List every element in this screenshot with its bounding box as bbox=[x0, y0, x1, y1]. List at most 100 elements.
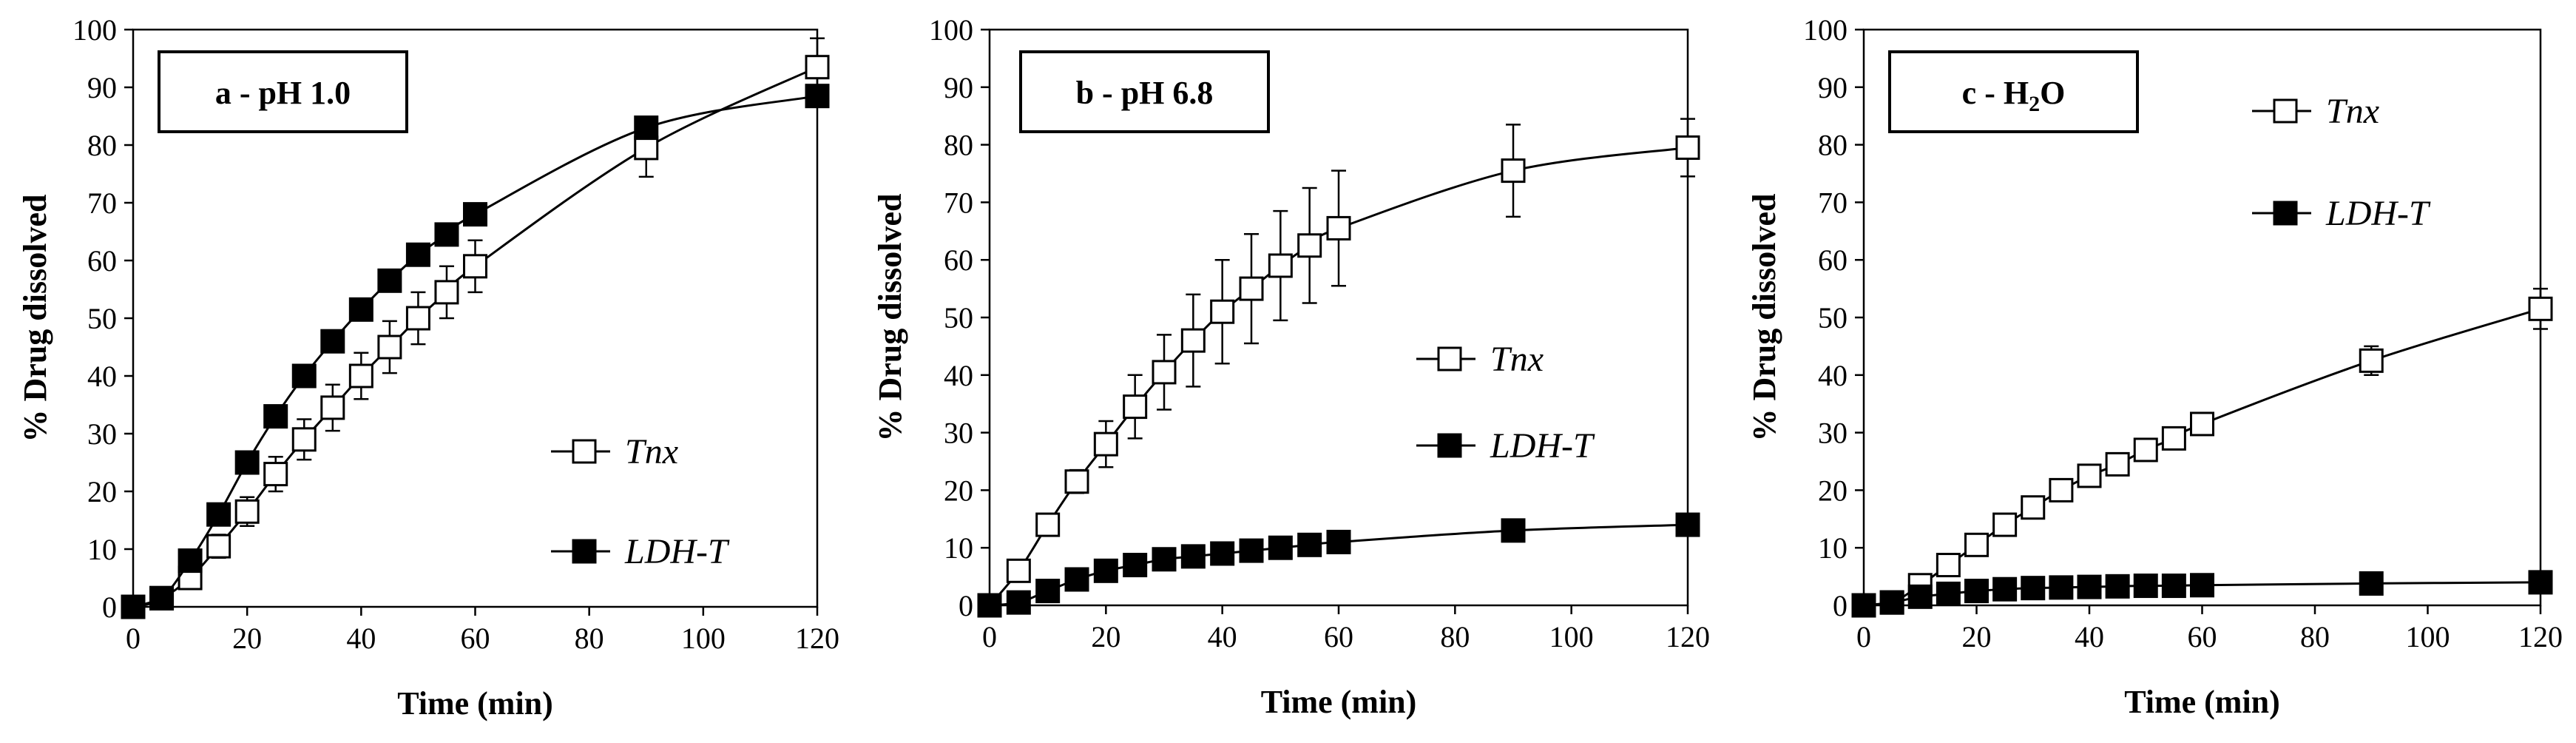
data-point bbox=[977, 593, 1002, 618]
data-point bbox=[1152, 360, 1177, 385]
data-point bbox=[2359, 348, 2384, 373]
data-point bbox=[1064, 469, 1089, 494]
data-point bbox=[1501, 518, 1526, 543]
data-point bbox=[206, 534, 231, 559]
x-tick-label: 60 bbox=[461, 622, 490, 655]
y-tick-label: 10 bbox=[944, 531, 973, 565]
series-LDH-T bbox=[121, 84, 830, 619]
y-tick-label: 20 bbox=[87, 475, 117, 508]
data-point bbox=[121, 594, 146, 619]
data-point bbox=[1964, 579, 1989, 604]
x-tick-label: 20 bbox=[1091, 620, 1120, 653]
data-point bbox=[2133, 574, 2158, 599]
panel-title: c - H2O bbox=[1962, 75, 2066, 116]
data-point bbox=[805, 55, 830, 80]
legend-label: LDH-T bbox=[2325, 194, 2431, 233]
y-tick-label: 50 bbox=[87, 302, 117, 335]
data-point bbox=[434, 280, 459, 305]
x-tick-label: 20 bbox=[1962, 620, 1992, 653]
x-tick-label: 120 bbox=[795, 622, 839, 655]
x-tick-label: 120 bbox=[1666, 620, 1710, 653]
x-tick-label: 60 bbox=[1324, 620, 1353, 653]
data-point bbox=[320, 329, 345, 354]
data-point bbox=[1210, 541, 1235, 566]
data-point bbox=[1035, 512, 1061, 537]
y-tick-label: 20 bbox=[944, 474, 973, 507]
series-line bbox=[1863, 307, 2541, 607]
legend: Tnx LDH-T bbox=[551, 432, 730, 571]
data-point bbox=[805, 84, 830, 109]
data-point bbox=[2105, 451, 2130, 477]
data-point bbox=[348, 297, 373, 322]
data-point bbox=[348, 363, 373, 389]
data-point bbox=[2161, 426, 2186, 451]
x-tick-label: 100 bbox=[2406, 620, 2450, 653]
legend-label: Tnx bbox=[625, 432, 678, 471]
y-tick-label: 80 bbox=[944, 129, 973, 162]
y-tick-label: 100 bbox=[929, 13, 973, 47]
x-tick-label: 80 bbox=[2300, 620, 2330, 653]
x-tick-label: 80 bbox=[1440, 620, 1470, 653]
y-tick-label: 0 bbox=[102, 591, 117, 624]
data-point bbox=[1501, 158, 1526, 184]
data-point bbox=[1180, 328, 1206, 353]
y-tick-label: 40 bbox=[944, 359, 973, 392]
data-point bbox=[463, 202, 487, 227]
series-LDH-T bbox=[977, 512, 1700, 618]
data-point bbox=[1093, 431, 1118, 457]
panel-title-box bbox=[1888, 50, 2139, 133]
y-tick-label: 30 bbox=[87, 417, 117, 451]
chart-panel-b: b - pH 6.8 Tnx LDH-T bbox=[977, 28, 1700, 618]
data-point bbox=[2359, 571, 2384, 596]
data-point bbox=[178, 548, 203, 574]
data-point bbox=[1268, 535, 1293, 560]
y-tick-label: 30 bbox=[1818, 417, 1848, 450]
x-axis-title: Time (min) bbox=[1261, 684, 1417, 720]
y-tick-label: 80 bbox=[87, 129, 117, 162]
series-line bbox=[132, 66, 818, 608]
chart-panel-a: a - pH 1.0 Tnx LDH-T bbox=[121, 28, 830, 619]
y-tick-label: 60 bbox=[87, 244, 117, 278]
data-point bbox=[463, 254, 487, 279]
y-tick-label: 0 bbox=[1833, 589, 1848, 622]
data-point bbox=[2190, 573, 2214, 598]
data-point bbox=[1239, 276, 1264, 301]
legend: Tnx LDH-T bbox=[2252, 92, 2431, 233]
series-Tnx bbox=[1851, 287, 2553, 618]
data-point bbox=[1268, 253, 1293, 278]
data-point bbox=[234, 499, 260, 524]
x-tick-label: 80 bbox=[575, 622, 604, 655]
x-tick-label: 60 bbox=[2188, 620, 2217, 653]
y-axis-title: % Drug dissolved bbox=[1746, 194, 1782, 442]
y-tick-label: 90 bbox=[1818, 71, 1848, 104]
y-tick-label: 30 bbox=[944, 417, 973, 450]
data-point bbox=[1123, 394, 1148, 420]
data-point bbox=[1936, 553, 1961, 578]
data-point bbox=[377, 268, 402, 293]
y-axis-title: % Drug dissolved bbox=[17, 195, 53, 443]
data-point bbox=[2021, 495, 2046, 520]
data-point bbox=[263, 404, 288, 429]
y-tick-label: 40 bbox=[1818, 359, 1848, 392]
data-point bbox=[320, 395, 345, 420]
x-tick-label: 40 bbox=[346, 622, 376, 655]
data-point bbox=[1152, 547, 1177, 572]
x-tick-label: 40 bbox=[1208, 620, 1237, 653]
series-Tnx bbox=[977, 118, 1700, 618]
legend: Tnx LDH-T bbox=[1416, 340, 1595, 465]
y-tick-label: 90 bbox=[87, 71, 117, 104]
data-point bbox=[1123, 553, 1148, 578]
data-point bbox=[1006, 558, 1031, 583]
y-tick-label: 20 bbox=[1818, 474, 1848, 507]
data-point bbox=[2528, 296, 2553, 321]
legend-marker bbox=[2273, 201, 2298, 226]
panel-title: b - pH 6.8 bbox=[1076, 75, 1214, 111]
data-point bbox=[2528, 570, 2553, 595]
legend-marker bbox=[1437, 433, 1462, 458]
x-tick-label: 0 bbox=[1856, 620, 1871, 653]
data-point bbox=[2049, 477, 2074, 502]
data-point bbox=[377, 334, 402, 360]
data-point bbox=[1964, 532, 1989, 557]
y-tick-label: 80 bbox=[1818, 129, 1848, 162]
